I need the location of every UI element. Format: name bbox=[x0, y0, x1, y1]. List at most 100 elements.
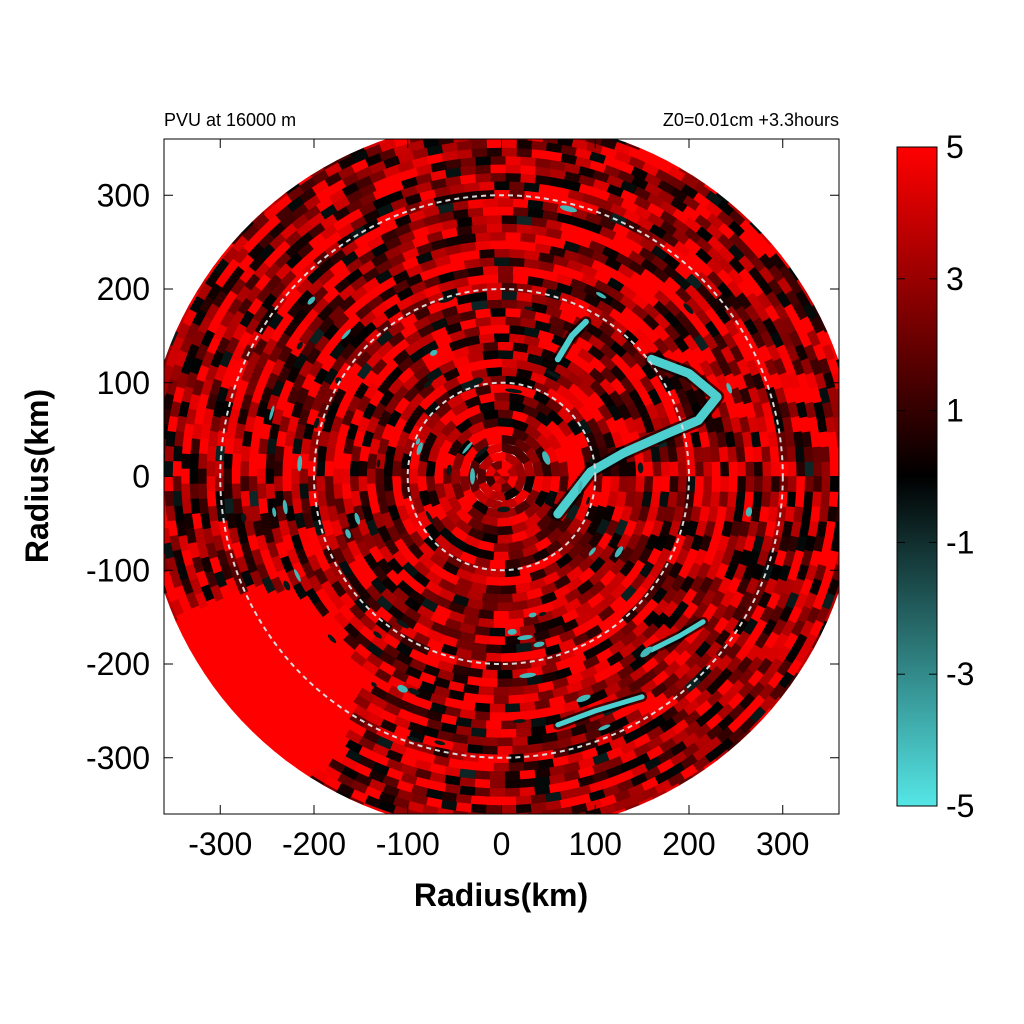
pv-cell bbox=[239, 476, 250, 493]
y-tick-label: -200 bbox=[86, 646, 150, 682]
pv-cell bbox=[803, 490, 814, 508]
pv-cell bbox=[840, 535, 851, 551]
pv-cell bbox=[497, 408, 514, 419]
plot-title-left: PVU at 16000 m bbox=[164, 110, 296, 130]
pv-cell bbox=[197, 453, 208, 470]
pv-cell bbox=[842, 521, 853, 537]
pv-cell bbox=[512, 265, 529, 276]
colorbar-tick-label: -1 bbox=[946, 524, 974, 560]
pv-cell bbox=[853, 506, 856, 521]
pv-cell bbox=[164, 461, 174, 477]
pv-cell bbox=[835, 505, 839, 522]
pv-cell bbox=[489, 315, 506, 326]
pv-cell bbox=[164, 468, 165, 485]
pv-cell bbox=[497, 737, 514, 747]
pv-cell bbox=[828, 445, 839, 463]
pv-cell bbox=[164, 550, 166, 558]
pv-cell bbox=[703, 460, 713, 477]
pv-cell bbox=[205, 460, 216, 477]
pv-cell bbox=[497, 341, 514, 351]
pv-cell bbox=[151, 528, 162, 544]
pv-cell bbox=[519, 786, 536, 797]
pv-cell bbox=[265, 453, 276, 470]
pv-cell bbox=[148, 439, 158, 455]
pv-cell bbox=[474, 240, 491, 251]
pv-cell bbox=[493, 551, 510, 561]
pv-cell bbox=[470, 147, 488, 158]
pv-cell bbox=[745, 460, 755, 477]
pv-cell bbox=[618, 476, 629, 493]
pv-cell bbox=[239, 460, 250, 477]
pv-cell bbox=[464, 121, 479, 124]
pv-cell bbox=[512, 744, 529, 756]
pv-cell bbox=[703, 476, 713, 493]
pv-cell bbox=[821, 476, 831, 493]
pv-cell bbox=[357, 476, 368, 493]
pv-cell bbox=[248, 460, 258, 477]
pv-cell bbox=[501, 584, 518, 595]
pv-cell bbox=[493, 332, 510, 343]
pv-cell bbox=[485, 358, 502, 369]
pv-cell bbox=[582, 818, 597, 824]
pv-cell bbox=[515, 795, 533, 806]
x-tick-label: 200 bbox=[662, 826, 715, 862]
pv-cell bbox=[498, 122, 513, 131]
pv-cell bbox=[856, 477, 858, 492]
pv-cell bbox=[845, 388, 850, 403]
pv-cell bbox=[846, 491, 855, 507]
pv-cell bbox=[156, 374, 162, 389]
pv-cell bbox=[470, 139, 488, 150]
pv-cell bbox=[811, 490, 823, 508]
pv-cell bbox=[290, 468, 300, 485]
pv-cell bbox=[485, 576, 502, 587]
pv-cell bbox=[515, 215, 533, 226]
pv-cell bbox=[231, 453, 242, 470]
pv-cell bbox=[197, 468, 207, 485]
pv-cell bbox=[172, 490, 183, 508]
pv-cell bbox=[172, 445, 183, 463]
pv-cell bbox=[486, 804, 502, 814]
pv-cell bbox=[728, 460, 739, 477]
pv-cell bbox=[474, 702, 491, 713]
pv-cell bbox=[205, 476, 216, 493]
pv-cell bbox=[482, 677, 499, 688]
pv-cell bbox=[745, 476, 755, 493]
pv-cell bbox=[845, 506, 855, 522]
pv-cell bbox=[273, 476, 283, 493]
pv-cell bbox=[148, 499, 158, 515]
pv-cell bbox=[148, 521, 152, 536]
pv-cell bbox=[504, 239, 521, 250]
pv-cell bbox=[489, 155, 506, 165]
pv-cell bbox=[214, 476, 224, 493]
pv-cell bbox=[406, 130, 421, 136]
pv-cell bbox=[374, 468, 384, 485]
pv-cell bbox=[164, 476, 174, 492]
pv-cell bbox=[501, 282, 518, 292]
pv-cell bbox=[315, 460, 326, 477]
pv-cell bbox=[508, 256, 525, 268]
pv-cell bbox=[383, 460, 394, 477]
pv-cell bbox=[281, 460, 292, 477]
pv-cell bbox=[478, 256, 495, 268]
pv-cell bbox=[845, 550, 850, 565]
pv-cell bbox=[489, 172, 506, 182]
pv-cell bbox=[474, 231, 491, 242]
pv-cell bbox=[164, 453, 166, 470]
pv-cell bbox=[435, 124, 450, 128]
pv-cell bbox=[501, 298, 518, 309]
pv-cell bbox=[222, 453, 233, 470]
x-tick-label: -100 bbox=[376, 826, 440, 862]
pv-cell bbox=[736, 460, 747, 477]
pv-cell bbox=[838, 461, 839, 477]
pv-cell bbox=[149, 424, 159, 440]
pv-cell bbox=[796, 460, 806, 477]
pv-cell bbox=[248, 476, 258, 493]
pv-cell bbox=[172, 476, 182, 493]
pv-cell bbox=[153, 550, 158, 565]
pv-cell bbox=[197, 483, 208, 500]
pv-cell bbox=[804, 460, 815, 477]
pv-cell bbox=[341, 468, 351, 485]
pv-cell bbox=[848, 402, 853, 417]
pv-cell bbox=[497, 273, 514, 284]
pv-cell bbox=[493, 543, 510, 553]
